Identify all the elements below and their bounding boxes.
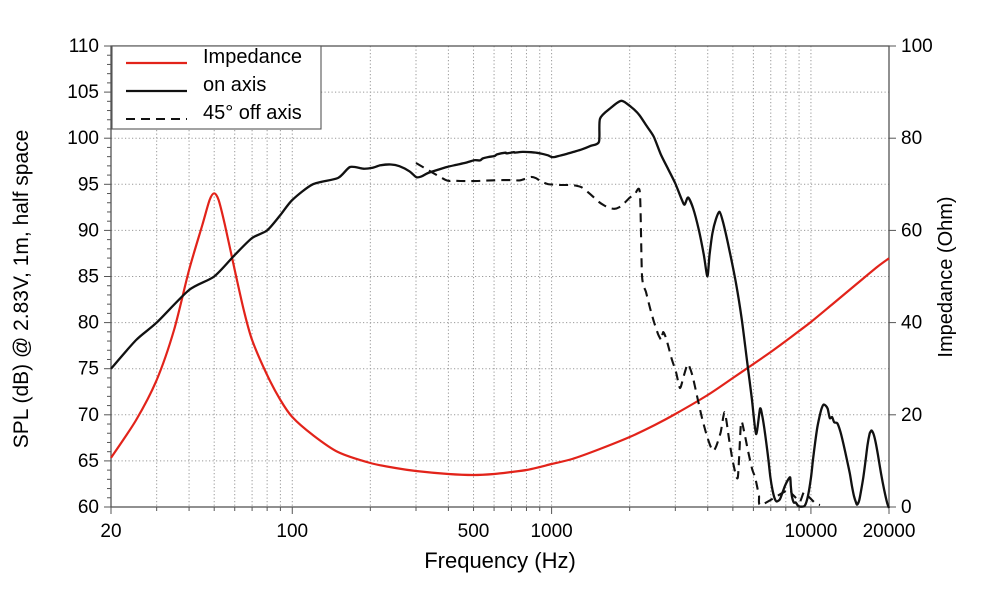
- svg-text:45° off axis: 45° off axis: [203, 102, 302, 124]
- svg-text:10000: 10000: [785, 521, 838, 542]
- svg-text:60: 60: [901, 220, 922, 241]
- svg-text:80: 80: [901, 128, 922, 149]
- svg-text:100: 100: [67, 128, 99, 149]
- svg-text:85: 85: [78, 267, 99, 288]
- svg-text:95: 95: [78, 174, 99, 195]
- svg-text:110: 110: [69, 36, 99, 57]
- svg-text:0: 0: [901, 497, 912, 518]
- svg-text:100: 100: [276, 521, 308, 542]
- svg-text:100: 100: [901, 36, 933, 57]
- svg-text:20: 20: [901, 405, 922, 426]
- svg-text:105: 105: [67, 82, 99, 103]
- svg-text:70: 70: [78, 405, 99, 426]
- svg-text:40: 40: [901, 313, 922, 334]
- svg-text:500: 500: [458, 521, 490, 542]
- svg-text:60: 60: [78, 497, 99, 518]
- svg-text:1000: 1000: [530, 521, 572, 542]
- svg-text:Frequency (Hz): Frequency (Hz): [424, 548, 576, 573]
- svg-text:20: 20: [100, 521, 121, 542]
- svg-text:80: 80: [78, 313, 99, 334]
- svg-text:Impedance: Impedance: [203, 46, 302, 68]
- svg-text:on axis: on axis: [203, 74, 266, 96]
- svg-text:SPL (dB) @ 2.83V, 1m, half spa: SPL (dB) @ 2.83V, 1m, half space: [10, 130, 33, 449]
- svg-text:20000: 20000: [863, 521, 916, 542]
- svg-text:75: 75: [78, 359, 99, 380]
- svg-text:65: 65: [78, 451, 99, 472]
- svg-text:90: 90: [78, 220, 99, 241]
- svg-text:Impedance (Ohm): Impedance (Ohm): [935, 196, 957, 357]
